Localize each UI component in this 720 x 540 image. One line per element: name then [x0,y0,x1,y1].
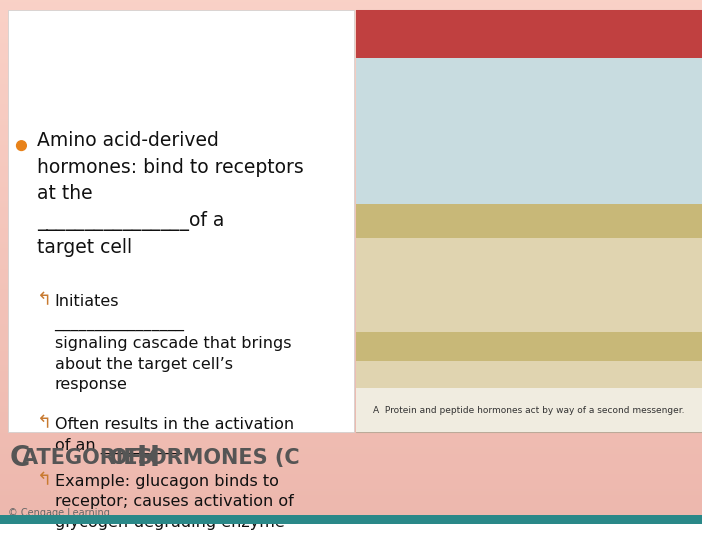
FancyBboxPatch shape [356,204,702,238]
FancyBboxPatch shape [356,238,702,432]
FancyBboxPatch shape [356,10,702,204]
Text: © Cengage Learning: © Cengage Learning [8,509,109,518]
FancyBboxPatch shape [8,10,354,432]
Text: ↰: ↰ [37,291,52,309]
Text: OF: OF [110,448,149,468]
FancyBboxPatch shape [356,10,702,58]
Text: A  Protein and peptide hormones act by way of a second messenger.: A Protein and peptide hormones act by wa… [373,406,685,415]
Text: Often results in the activation
of an __________: Often results in the activation of an __… [55,417,294,454]
FancyBboxPatch shape [0,515,702,524]
Text: H: H [137,444,160,472]
FancyBboxPatch shape [356,10,702,432]
Text: ↰: ↰ [37,471,52,489]
Text: Example: glucagon binds to
receptor; causes activation of
glycogen-degrading enz: Example: glucagon binds to receptor; cau… [55,474,293,530]
Circle shape [17,141,27,151]
FancyBboxPatch shape [356,332,702,361]
Text: Amino acid-derived
hormones: bind to receptors
at the
________________of a
targe: Amino acid-derived hormones: bind to rec… [37,131,304,257]
Text: C: C [10,444,30,472]
Text: ATEGORIES: ATEGORIES [22,448,161,468]
FancyBboxPatch shape [356,388,702,432]
Text: ↰: ↰ [37,415,52,433]
Text: Initiates
________________
signaling cascade that brings
about the target cell’s: Initiates ________________ signaling cas… [55,294,291,392]
Text: ORMONES (C: ORMONES (C [149,448,300,468]
